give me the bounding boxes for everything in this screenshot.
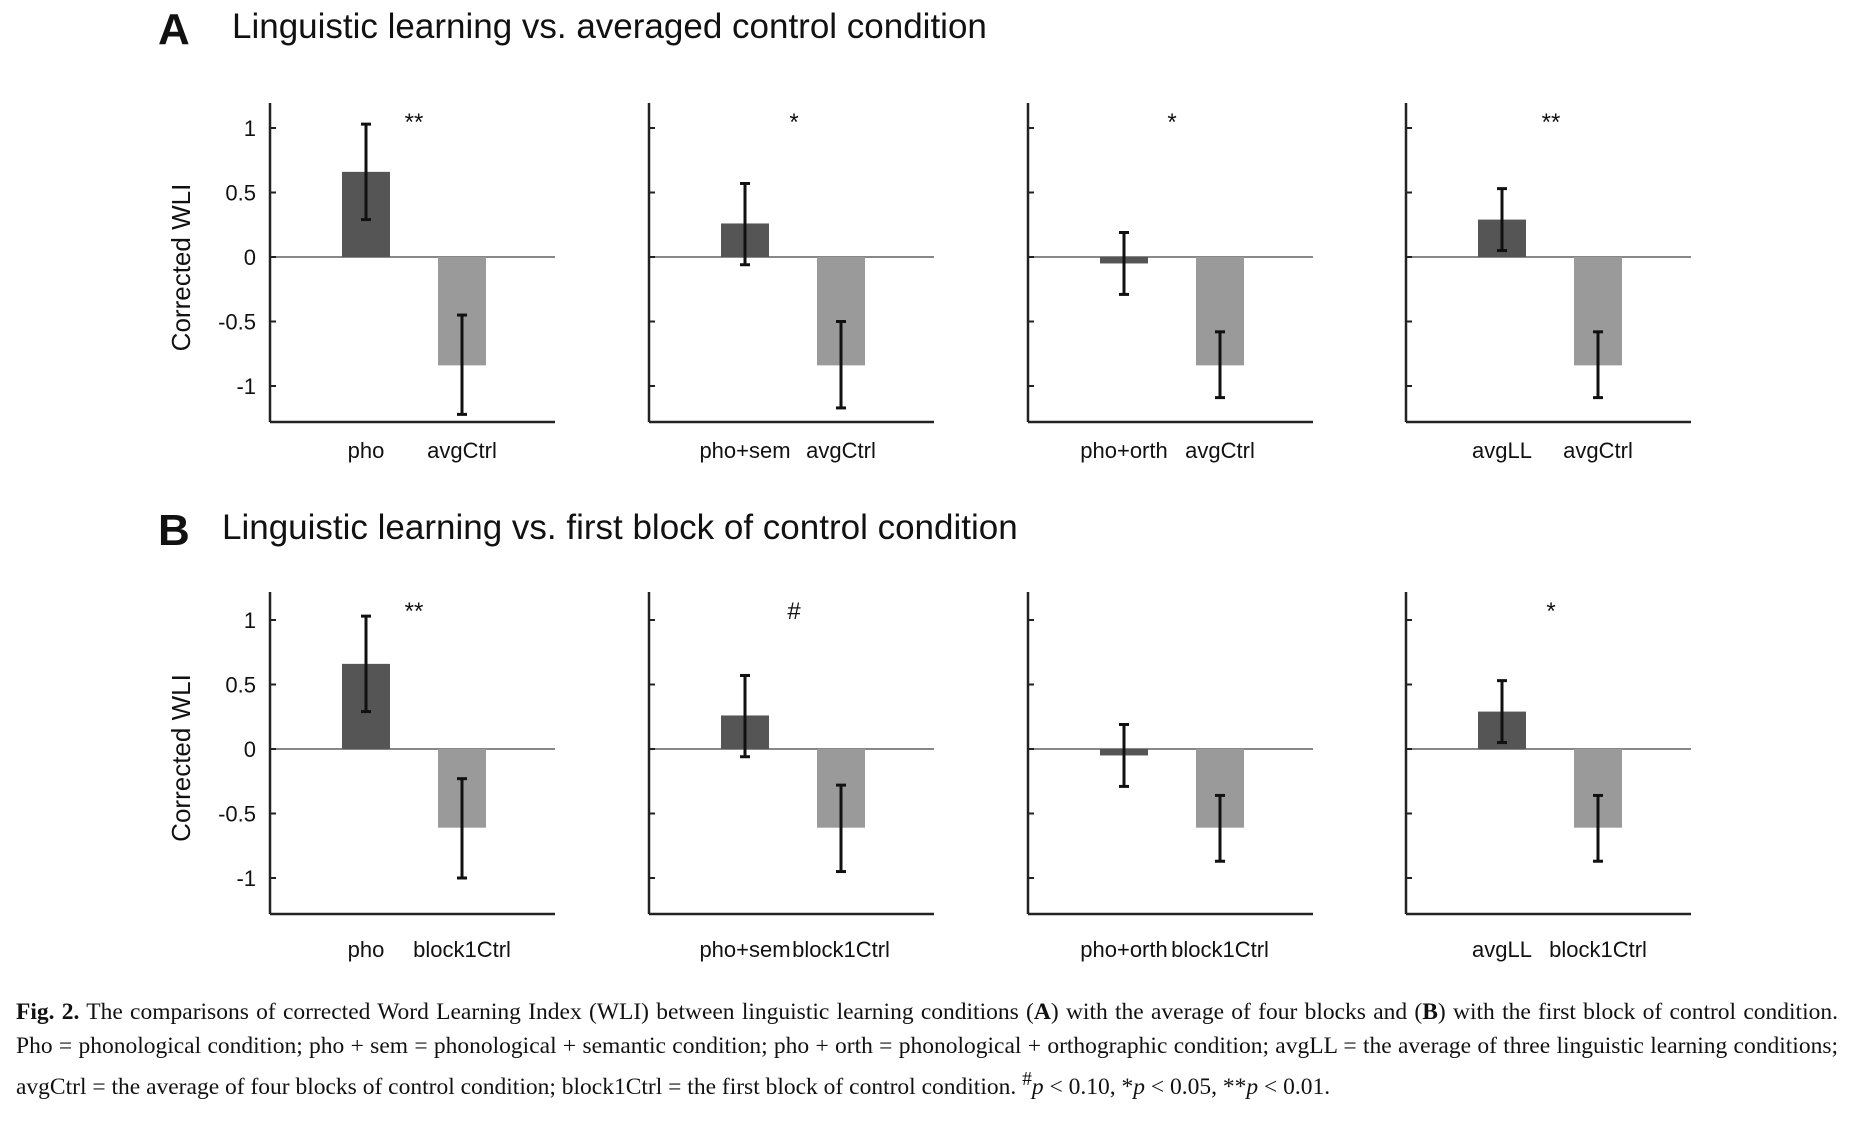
figure-caption: Fig. 2. The comparisons of corrected Wor…	[16, 996, 1838, 1104]
caption-bold-a: A	[1033, 999, 1051, 1025]
y-tick-label: -0.5	[218, 802, 256, 827]
significance-marker: **	[405, 109, 424, 136]
panel-letter: A	[158, 5, 190, 54]
caption-bold-b: B	[1422, 999, 1438, 1025]
caption-text: ) with the average of four blocks and (	[1050, 999, 1423, 1025]
panel-title: Linguistic learning vs. first block of c…	[222, 508, 1018, 547]
panel-letter: B	[158, 506, 190, 555]
category-label: avgCtrl	[806, 438, 876, 463]
caption-p: p	[1133, 1073, 1146, 1100]
y-tick-label: -0.5	[218, 310, 256, 335]
y-tick-label: 1	[244, 116, 256, 141]
y-tick-label: -1	[236, 374, 256, 399]
y-tick-label: 1	[244, 608, 256, 633]
category-label: block1Ctrl	[413, 937, 511, 962]
caption-text: The comparisons of corrected Word Learni…	[79, 999, 1034, 1025]
significance-marker: **	[405, 598, 424, 625]
caption-hash: #	[1022, 1069, 1032, 1090]
category-label: avgLL	[1472, 438, 1532, 463]
panel-title: Linguistic learning vs. averaged control…	[232, 7, 987, 46]
category-label: pho+orth	[1080, 438, 1167, 463]
category-label: pho+orth	[1080, 937, 1167, 962]
caption-text: < 0.05, **	[1145, 1073, 1247, 1100]
category-label: block1Ctrl	[792, 937, 890, 962]
category-label: block1Ctrl	[1171, 937, 1269, 962]
caption-text: < 0.01.	[1258, 1073, 1331, 1100]
category-label: pho	[348, 438, 385, 463]
y-axis-label: Corrected WLI	[166, 184, 196, 352]
y-tick-label: 0	[244, 737, 256, 762]
category-label: avgLL	[1472, 937, 1532, 962]
category-label: pho+sem	[699, 438, 790, 463]
significance-marker: **	[1542, 109, 1561, 136]
y-tick-label: 0.5	[225, 181, 256, 206]
caption-p: p	[1246, 1073, 1259, 1100]
category-label: block1Ctrl	[1549, 937, 1647, 962]
category-label: avgCtrl	[427, 438, 497, 463]
figure-label: Fig. 2.	[16, 999, 80, 1025]
caption-p: p	[1031, 1073, 1044, 1100]
category-label: pho	[348, 937, 385, 962]
category-label: avgCtrl	[1185, 438, 1255, 463]
y-axis-label: Corrected WLI	[166, 674, 196, 842]
y-tick-label: 0	[244, 245, 256, 270]
significance-marker: *	[789, 109, 798, 136]
significance-marker: #	[787, 598, 801, 625]
caption-text: ) with the first block of control condit…	[16, 999, 1838, 1100]
significance-marker: *	[1167, 109, 1176, 136]
caption-text: < 0.10, *	[1043, 1073, 1134, 1100]
significance-marker: *	[1546, 598, 1555, 625]
category-label: pho+sem	[699, 937, 790, 962]
figure: A Linguistic learning vs. averaged contro…	[158, 5, 1691, 962]
category-label: avgCtrl	[1563, 438, 1633, 463]
y-tick-label: -1	[236, 866, 256, 891]
y-tick-label: 0.5	[225, 673, 256, 698]
